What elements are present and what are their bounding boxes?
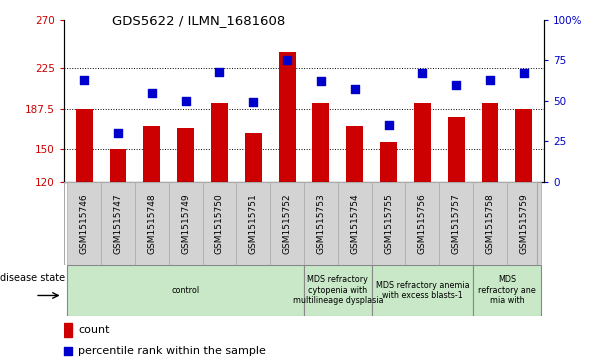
Text: MDS
refractory ane
mia with: MDS refractory ane mia with: [478, 276, 536, 305]
Bar: [143, 126, 161, 182]
Bar: [168, 182, 202, 265]
Bar: [414, 103, 431, 182]
Bar: [482, 103, 499, 182]
Bar: [347, 126, 363, 182]
Bar: [473, 265, 541, 316]
Bar: [67, 265, 304, 316]
Bar: [371, 265, 473, 316]
Bar: [67, 182, 101, 265]
Point: [282, 57, 292, 63]
Text: disease state: disease state: [0, 273, 65, 283]
Point: [485, 77, 495, 83]
Text: GSM1515751: GSM1515751: [249, 193, 258, 254]
Text: GSM1515759: GSM1515759: [519, 193, 528, 254]
Bar: [270, 182, 304, 265]
Text: GSM1515746: GSM1515746: [80, 193, 89, 254]
Point: [350, 86, 359, 92]
Text: count: count: [78, 325, 110, 335]
Bar: [447, 117, 465, 182]
Text: GSM1515748: GSM1515748: [147, 193, 156, 254]
Point: [384, 122, 393, 128]
Text: control: control: [171, 286, 199, 295]
Text: GSM1515754: GSM1515754: [350, 193, 359, 254]
Point: [249, 99, 258, 105]
Text: GSM1515750: GSM1515750: [215, 193, 224, 254]
Bar: [64, 323, 72, 338]
Bar: [177, 128, 194, 182]
Point: [519, 70, 529, 76]
Bar: [237, 182, 270, 265]
Bar: [371, 182, 406, 265]
Bar: [313, 103, 330, 182]
Text: GSM1515757: GSM1515757: [452, 193, 461, 254]
Bar: [406, 182, 440, 265]
Text: percentile rank within the sample: percentile rank within the sample: [78, 346, 266, 356]
Point: [79, 77, 89, 83]
Point: [418, 70, 427, 76]
Point: [215, 69, 224, 74]
Bar: [75, 109, 92, 182]
Bar: [202, 182, 237, 265]
Text: GSM1515749: GSM1515749: [181, 193, 190, 254]
Bar: [304, 265, 371, 316]
Point: [181, 98, 190, 103]
Bar: [278, 52, 295, 181]
Bar: [440, 182, 473, 265]
Bar: [101, 182, 135, 265]
Text: GSM1515755: GSM1515755: [384, 193, 393, 254]
Point: [63, 348, 73, 354]
Bar: [135, 182, 168, 265]
Text: GSM1515756: GSM1515756: [418, 193, 427, 254]
Bar: [245, 133, 261, 182]
Bar: [109, 149, 126, 182]
Point: [147, 90, 157, 95]
Text: GSM1515747: GSM1515747: [114, 193, 122, 254]
Bar: [380, 142, 397, 182]
Bar: [304, 182, 338, 265]
Bar: [338, 182, 371, 265]
Bar: [507, 182, 541, 265]
Text: MDS refractory anemia
with excess blasts-1: MDS refractory anemia with excess blasts…: [376, 281, 469, 300]
Text: GSM1515753: GSM1515753: [316, 193, 325, 254]
Text: GSM1515752: GSM1515752: [283, 193, 292, 254]
Bar: [211, 103, 228, 182]
Text: MDS refractory
cytopenia with
multilineage dysplasia: MDS refractory cytopenia with multilinea…: [292, 276, 383, 305]
Bar: [516, 109, 533, 182]
Text: GSM1515758: GSM1515758: [486, 193, 494, 254]
Point: [113, 130, 123, 136]
Bar: [473, 182, 507, 265]
Point: [451, 82, 461, 87]
Point: [316, 78, 326, 84]
Text: GDS5622 / ILMN_1681608: GDS5622 / ILMN_1681608: [112, 15, 286, 28]
